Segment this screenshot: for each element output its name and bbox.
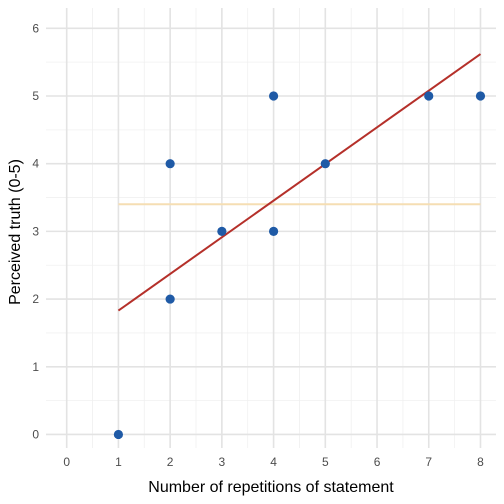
x-tick-label: 6 [374, 455, 381, 469]
data-point [424, 91, 434, 101]
data-point [475, 91, 486, 101]
x-tick-label: 8 [477, 455, 484, 469]
data-point [165, 159, 175, 169]
data-point [268, 226, 279, 236]
x-tick-label: 7 [425, 455, 432, 469]
x-tick-label: 5 [322, 455, 329, 469]
fit-lines [117, 53, 482, 312]
data-point [320, 159, 330, 169]
x-tick-label: 2 [167, 455, 174, 469]
y-axis-tick-labels: 0 1 2 3 4 5 6 [32, 21, 39, 441]
data-point [165, 294, 175, 304]
y-tick-label: 3 [32, 224, 39, 238]
y-tick-label: 1 [32, 360, 39, 374]
y-tick-label: 4 [32, 157, 39, 171]
y-tick-label: 2 [32, 292, 39, 306]
x-tick-label: 0 [63, 455, 70, 469]
regression-line [117, 53, 482, 312]
x-tick-label: 4 [270, 455, 277, 469]
y-tick-label: 5 [32, 89, 39, 103]
y-axis-title: Perceived truth (0-5) [7, 159, 24, 305]
x-axis-tick-labels: 0 1 2 3 4 5 6 7 8 [63, 455, 484, 469]
x-tick-label: 1 [115, 455, 122, 469]
x-axis-title: Number of repetitions of statement [148, 479, 394, 496]
y-tick-label: 0 [32, 427, 39, 441]
data-point [268, 91, 279, 101]
x-tick-label: 3 [219, 455, 226, 469]
data-point [113, 429, 124, 440]
y-tick-label: 6 [32, 21, 39, 35]
data-points [113, 91, 486, 440]
data-point [217, 226, 227, 236]
minor-gridlines [46, 8, 496, 448]
